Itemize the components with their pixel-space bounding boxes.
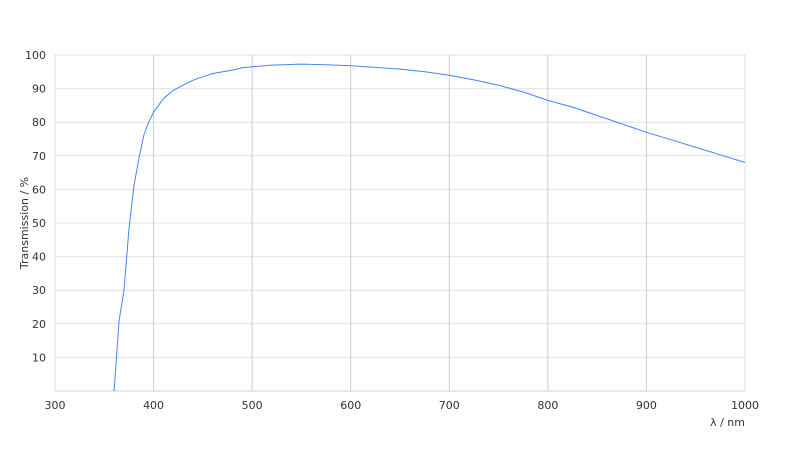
grid [54,54,746,392]
x-tick-label: 800 [537,399,558,412]
y-tick-label: 30 [32,284,46,297]
x-tick-label: 600 [340,399,361,412]
y-tick-label: 20 [32,318,46,331]
y-tick-label: 100 [25,49,46,62]
tick-labels: 10 20 30 40 50 60 70 80 90 100 300 400 500 600 700 800 9… [25,49,759,412]
y-tick-label: 80 [32,116,46,129]
y-tick-label: 90 [32,83,46,96]
x-tick-label: 300 [45,399,66,412]
x-tick-label: 700 [439,399,460,412]
x-tick-label: 400 [143,399,164,412]
x-axis-label: λ / nm [710,416,745,429]
series-line [113,63,746,392]
y-tick-label: 70 [32,150,46,163]
x-tick-label: 500 [242,399,263,412]
y-tick-label: 50 [32,217,46,230]
y-tick-label: 40 [32,251,46,264]
x-tick-label: 1000 [731,399,759,412]
y-tick-label: 10 [32,351,46,364]
x-tick-label: 900 [636,399,657,412]
y-axis-label: Transmission / % [18,177,31,270]
y-tick-label: 60 [32,183,46,196]
